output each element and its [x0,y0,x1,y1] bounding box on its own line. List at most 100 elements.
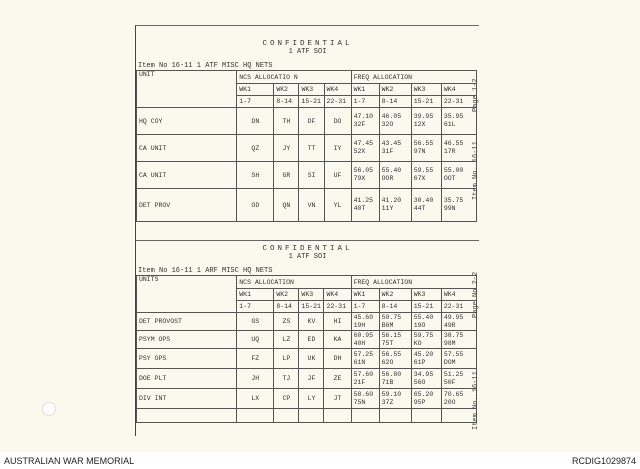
frequency-code: 56O [413,378,426,386]
ncs-callsign: ED [298,330,325,349]
ncs-callsign: SH [236,161,275,189]
unit-name: PSY OPS [135,348,238,369]
week-label: WK4 [323,83,352,96]
ncs-callsign: ZS [273,312,300,331]
unit-name: DIV INT [135,388,238,409]
frequency-code: 21F [353,378,366,386]
frequency-cell: 56.05 79X [350,161,380,189]
frequency-value: 58.60 [353,390,374,398]
frequency-code: 99N [443,205,456,212]
frequency-value: 45.60 [353,313,374,321]
section-1: CONFIDENTIAL 1 ATF SOI Item No 16-11 1 ATF… [135,40,479,222]
frequency-code: 32F [353,121,366,128]
frequency-cell: 50.75 B6M [378,312,412,331]
frequency-code: 98M [443,339,456,347]
frequency-code: 49R [443,321,456,329]
frequency-value: 30.40 [413,197,434,204]
document-title: CONFIDENTIAL [262,245,353,253]
days-label: 15-21 [298,300,325,313]
frequency-cell: 41.20 11Y [378,188,412,222]
frequency-value: 55.00 [443,167,464,174]
frequency-value: 70.65 [443,390,464,398]
header-row: UNIT NCS ALLOCATIO N FREQ ALLOCATION [135,70,478,108]
frequency-code: DOM [443,358,456,366]
frequency-value: 57.55 [443,350,464,358]
frequency-code: 67X [413,175,426,182]
ncs-callsign: OD [236,188,275,222]
allocation-table: UNIT NCS ALLOCATIO N FREQ ALLOCATION WK1 WK2… [135,70,478,222]
frequency-code: 20O [443,398,456,406]
frequency-cell: 41.25 40T [350,188,380,222]
frequency-code: 79X [353,175,366,182]
frequency-code: 19H [353,321,366,329]
unit-name: DET PROV [135,188,238,222]
frequency-value: 51.25 [443,370,464,378]
ncs-callsign: JH [236,368,275,389]
unit-name: CA UNIT [135,134,238,162]
frequency-cell: 59.55 67X [410,161,442,189]
days-label: 1-7 [236,300,275,313]
document: CONFIDENTIAL 1 ATF SOI Item No 16-11 1 ATF… [135,25,479,436]
frequency-code: 40H [353,339,366,347]
frequency-value: 46.55 [443,140,464,147]
days-label: 8-14 [378,300,412,313]
frequency-cell: 57.60 21F [350,368,380,389]
header-row: UNITS NCS ALLOCATION FREQ ALLOCATION [135,275,478,313]
frequency-value: 65.20 [413,390,434,398]
ncs-callsign: CP [273,388,300,409]
ncs-callsign: UQ [236,330,275,349]
frequency-cell: 56.15 75T [378,330,412,349]
frequency-value: 56.05 [353,167,374,174]
allocation-table: UNITS NCS ALLOCATION FREQ ALLOCATION WK1 WK2… [135,275,478,423]
frequency-cell: 46.05 32O [378,107,412,135]
frequency-value: 35.95 [443,113,464,120]
frequency-code: 75N [353,398,366,406]
table-row: DET PROV OD QN VN YL 41.25 40T 41.20 11Y 30.40 44T… [135,188,478,222]
frequency-cell: 47.45 52X [350,134,380,162]
ncs-callsign: VN [298,188,325,222]
frequency-cell [350,408,380,423]
frequency-cell: 39.95 12X [410,107,442,135]
side-page-label-1: Page 1-2 [472,78,480,112]
ncs-callsign: DN [236,107,275,135]
ncs-callsign: LY [298,388,325,409]
unit-header: UNIT [135,70,238,108]
frequency-code: 50F [443,378,456,386]
frequency-cell: 57.25 61N [350,348,380,369]
frequency-code: 52X [353,148,366,155]
table-row: PSY OPS FZ LP UK DH 57.25 61N 56.55 62O 45.20 61P 5… [135,348,478,369]
frequency-value: 35.75 [443,197,464,204]
frequency-value: 56.80 [381,370,402,378]
item-heading: Item No 16-11 1 ARF MISC HQ NETS [138,267,273,275]
punch-hole [42,402,56,416]
frequency-value: 39.95 [413,113,434,120]
ncs-callsign: LZ [273,330,300,349]
frequency-cell: 45.60 19H [350,312,380,331]
side-page-label-2: Page No 2-2 [472,271,480,318]
frequency-cell: 57.55 DOM [440,348,478,369]
ncs-callsign: UF [323,161,352,189]
ncs-callsign: SI [298,161,325,189]
ncs-callsign: GS [236,312,275,331]
days-label: 8-14 [273,95,300,108]
frequency-cell: 43.45 31F [378,134,412,162]
days-row: 1-7 8-14 15-21 22-31 1-7 8-14 15-21 22-31 [137,300,478,313]
ncs-callsign: IY [323,134,352,162]
frequency-cell: 55.40 19O [410,312,442,331]
frequency-cell: 38.75 98M [440,330,478,349]
ncs-callsign: ZE [323,368,352,389]
frequency-cell: 56.55 97N [410,134,442,162]
days-label: 8-14 [378,95,412,108]
frequency-cell: 65.20 95P [410,388,442,409]
side-item-label-1: Item No. 16-11 [472,141,480,200]
freq-header: FREQ ALLOCATION [350,70,478,84]
frequency-cell: 35.75 99N [440,188,478,222]
table-row: CA UNIT SH GR SI UF 56.05 79X 55.40 OOR 59.55 67X 5… [135,161,478,189]
week-label: WK3 [298,83,325,96]
unit-name: HQ COY [135,107,238,135]
document-subtitle: 1 ATF SOI [288,253,327,261]
frequency-code: 32O [381,121,394,128]
frequency-code: 31F [381,148,394,155]
frequency-code: 19O [413,321,426,329]
unit-name: CA UNIT [135,161,238,189]
